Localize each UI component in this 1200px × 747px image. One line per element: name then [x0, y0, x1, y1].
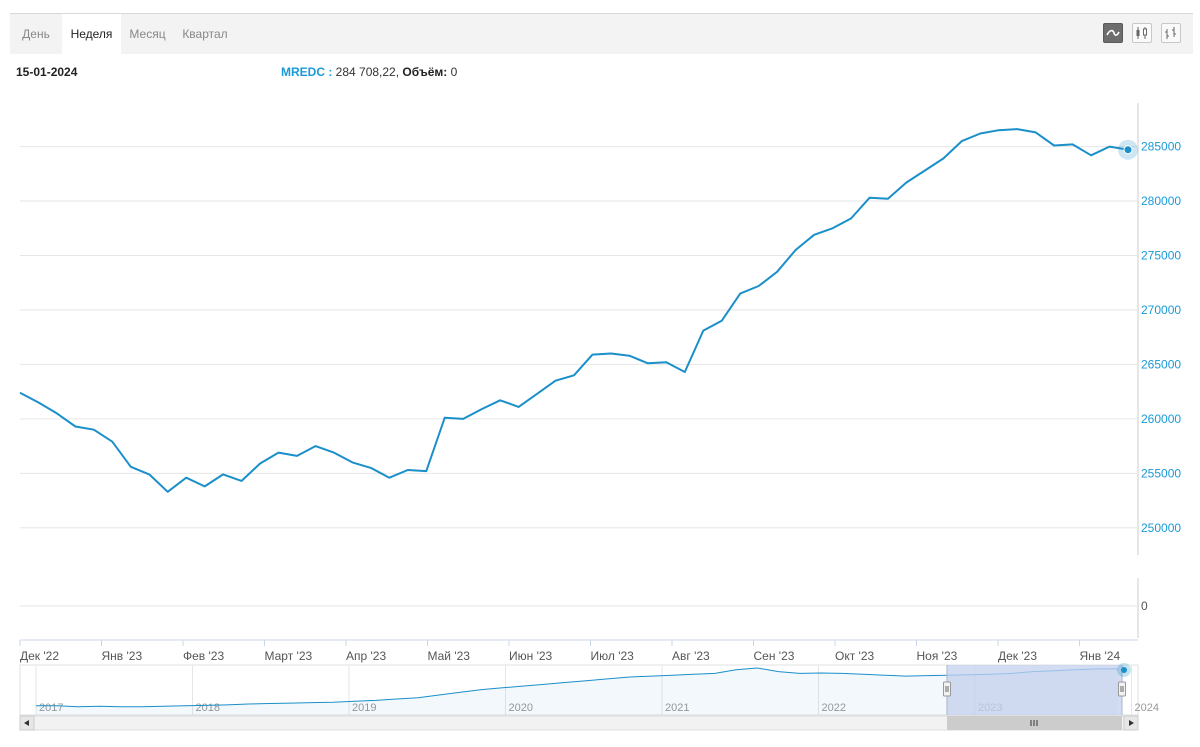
chart-type-toolbar: [1103, 23, 1181, 45]
y-tick-label: 250000: [1141, 521, 1181, 535]
y-tick-label: 280000: [1141, 194, 1181, 208]
scrollbar-left-button[interactable]: [19, 715, 35, 731]
navigator-end-marker: [1121, 667, 1127, 673]
x-tick-label: Март '23: [265, 649, 313, 663]
navigator-right-handle[interactable]: [1118, 681, 1126, 697]
ohlc-bars-icon: [1165, 27, 1176, 39]
series-line: [19, 128, 1129, 493]
x-tick-label: Апр '23: [346, 649, 386, 663]
ohlc-bars-button[interactable]: [1161, 23, 1181, 43]
x-tick-label: Дек '23: [998, 649, 1037, 663]
candlestick-button[interactable]: [1132, 23, 1152, 43]
x-tick-label: Сен '23: [754, 649, 795, 663]
grid-lines: [20, 146, 1138, 529]
navigator-left-handle[interactable]: [943, 681, 951, 697]
navigator-year-label: 2024: [1135, 702, 1159, 714]
y-tick-label: 255000: [1141, 466, 1181, 480]
y-tick-label: 275000: [1141, 248, 1181, 262]
line-chart-icon: [1106, 29, 1120, 36]
last-point-marker[interactable]: [1123, 145, 1133, 155]
x-tick-label: Окт '23: [835, 649, 875, 663]
x-tick-label: Июн '23: [509, 649, 553, 663]
arrow-right-icon: [1129, 720, 1134, 726]
tab-quarter[interactable]: Квартал: [182, 27, 228, 41]
x-tick-label: Авг '23: [672, 649, 710, 663]
navigator-series-area: [36, 668, 1118, 715]
x-tick-label: Янв '23: [102, 649, 143, 663]
navigator-year-label: 2021: [665, 702, 689, 714]
navigator-selection[interactable]: [947, 665, 1122, 715]
x-tick-label: Июл '23: [591, 649, 635, 663]
volume-value: 0: [450, 65, 458, 79]
price-readout: MREDC : 284 708,22, Объём: 0: [281, 65, 457, 79]
tab-week[interactable]: Неделя: [62, 14, 121, 54]
tab-day[interactable]: День: [22, 27, 50, 41]
navigator-year-label: 2022: [822, 702, 846, 714]
x-axis-labels: Дек '22 Янв '23 Фев '23 Март '23 Апр '23 Май …: [20, 649, 1120, 663]
tab-month[interactable]: Месяц: [129, 27, 166, 41]
period-tab-bar: День Неделя Месяц Квартал: [10, 13, 1193, 54]
y-axis-labels: 250000 255000 260000 265000 270000 275000 2800…: [1141, 140, 1181, 535]
x-axis-ticks: [19, 640, 1080, 646]
price-value: 284 708,22,: [335, 65, 400, 79]
x-tick-label: Фев '23: [183, 649, 224, 663]
volume-label: Объём:: [402, 65, 448, 79]
volume-tick-label: 0: [1141, 599, 1148, 613]
y-tick-label: 260000: [1141, 412, 1181, 426]
y-tick-label: 265000: [1141, 357, 1181, 371]
navigator-year-label: 2017: [39, 702, 63, 714]
x-tick-label: Дек '22: [20, 649, 59, 663]
x-tick-label: Май '23: [428, 649, 471, 663]
navigator-year-labels: 20172018201920202021202220232024: [39, 702, 1159, 714]
ticker-label: MREDC :: [281, 65, 333, 79]
x-tick-label: Ноя '23: [917, 649, 958, 663]
selected-date-label: 15-01-2024: [16, 65, 78, 79]
y-tick-label: 285000: [1141, 140, 1181, 154]
arrow-left-icon: [24, 720, 29, 726]
scrollbar-right-button[interactable]: [1123, 715, 1139, 731]
navigator-year-label: 2020: [509, 702, 533, 714]
line-chart-button[interactable]: [1103, 23, 1123, 43]
navigator-year-label: 2019: [352, 702, 376, 714]
y-tick-label: 270000: [1141, 303, 1181, 317]
candlestick-icon: [1136, 27, 1147, 39]
x-tick-label: Янв '24: [1080, 649, 1121, 663]
navigator-series-line: [36, 667, 1118, 708]
volume-axis-labels: 0: [1141, 599, 1148, 613]
